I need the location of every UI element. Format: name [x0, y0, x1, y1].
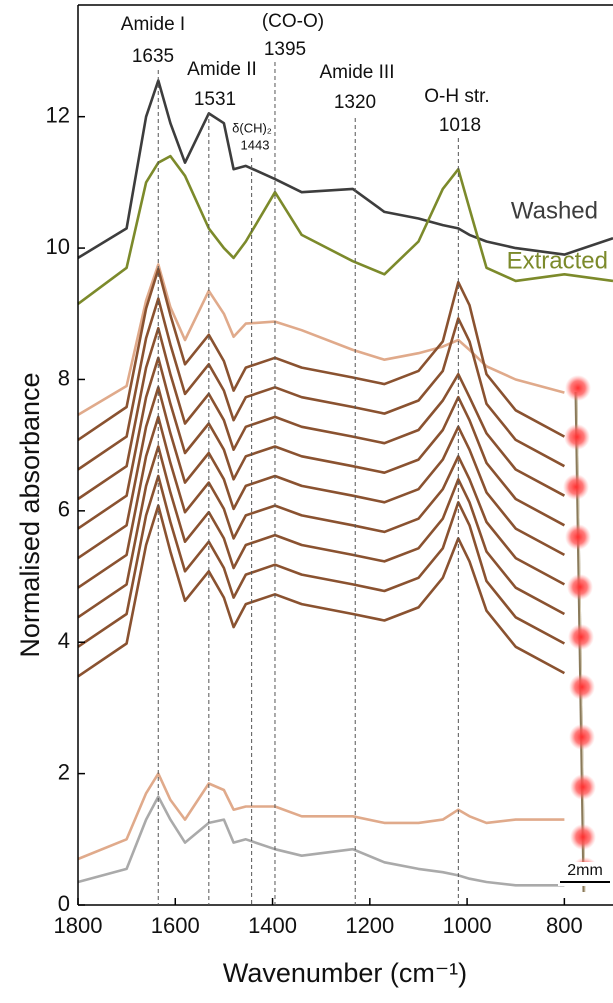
spectrum	[77, 154, 613, 305]
spectrum	[77, 326, 566, 501]
x-axis-title: Wavenumber (cm⁻¹)	[223, 958, 467, 988]
y-tick-label: 2	[58, 759, 70, 784]
spot	[565, 375, 591, 401]
sample-image: 2mm	[558, 375, 612, 893]
x-tick-label: 1000	[443, 913, 492, 938]
annotation-name: Amide II	[187, 59, 257, 80]
annotation-name: Amide III	[320, 62, 395, 83]
spectrum	[77, 504, 566, 678]
spectrum	[77, 795, 565, 887]
annotation-value: 1531	[194, 89, 236, 110]
spectrum	[77, 474, 566, 648]
spot	[564, 424, 590, 450]
spot	[570, 824, 596, 850]
spot	[567, 574, 593, 600]
spectrum	[77, 772, 565, 861]
spot	[563, 474, 589, 500]
spot	[569, 674, 595, 700]
spectrum	[77, 445, 566, 619]
annotation-name: O-H str.	[424, 86, 489, 107]
annotation-value: 1395	[264, 39, 306, 60]
spot	[569, 724, 595, 750]
y-tick-label: 8	[58, 365, 70, 390]
x-tick-label: 1200	[345, 913, 394, 938]
annotation-value: 1018	[439, 115, 481, 136]
legend-label: Washed	[511, 197, 598, 224]
annotation-value: 1443	[241, 137, 270, 152]
x-tick-label: 800	[546, 913, 583, 938]
scale-bar-label: 2mm	[567, 862, 603, 879]
spot	[565, 524, 591, 550]
annotation-name: Amide I	[121, 14, 185, 35]
spectrum	[77, 356, 566, 530]
legend-label: Extracted	[507, 247, 608, 274]
y-axis-title: Normalised absorbance	[15, 372, 45, 657]
y-tick-label: 6	[58, 497, 70, 522]
x-tick-label: 1600	[151, 913, 200, 938]
y-tick-label: 0	[58, 891, 70, 916]
annotation-value: 1635	[132, 46, 174, 67]
y-tick-label: 4	[58, 628, 70, 653]
spectrum	[77, 263, 565, 417]
spot	[570, 774, 596, 800]
x-tick-label: 1400	[248, 913, 297, 938]
spot	[568, 624, 594, 650]
y-tick-label: 12	[46, 102, 70, 127]
annotation-name: δ(CH)₂	[232, 120, 272, 135]
annotation-value: 1320	[334, 92, 376, 113]
annotation-name: (CO-O)	[262, 11, 324, 32]
y-tick-label: 10	[46, 234, 70, 259]
x-tick-label: 1800	[54, 913, 103, 938]
